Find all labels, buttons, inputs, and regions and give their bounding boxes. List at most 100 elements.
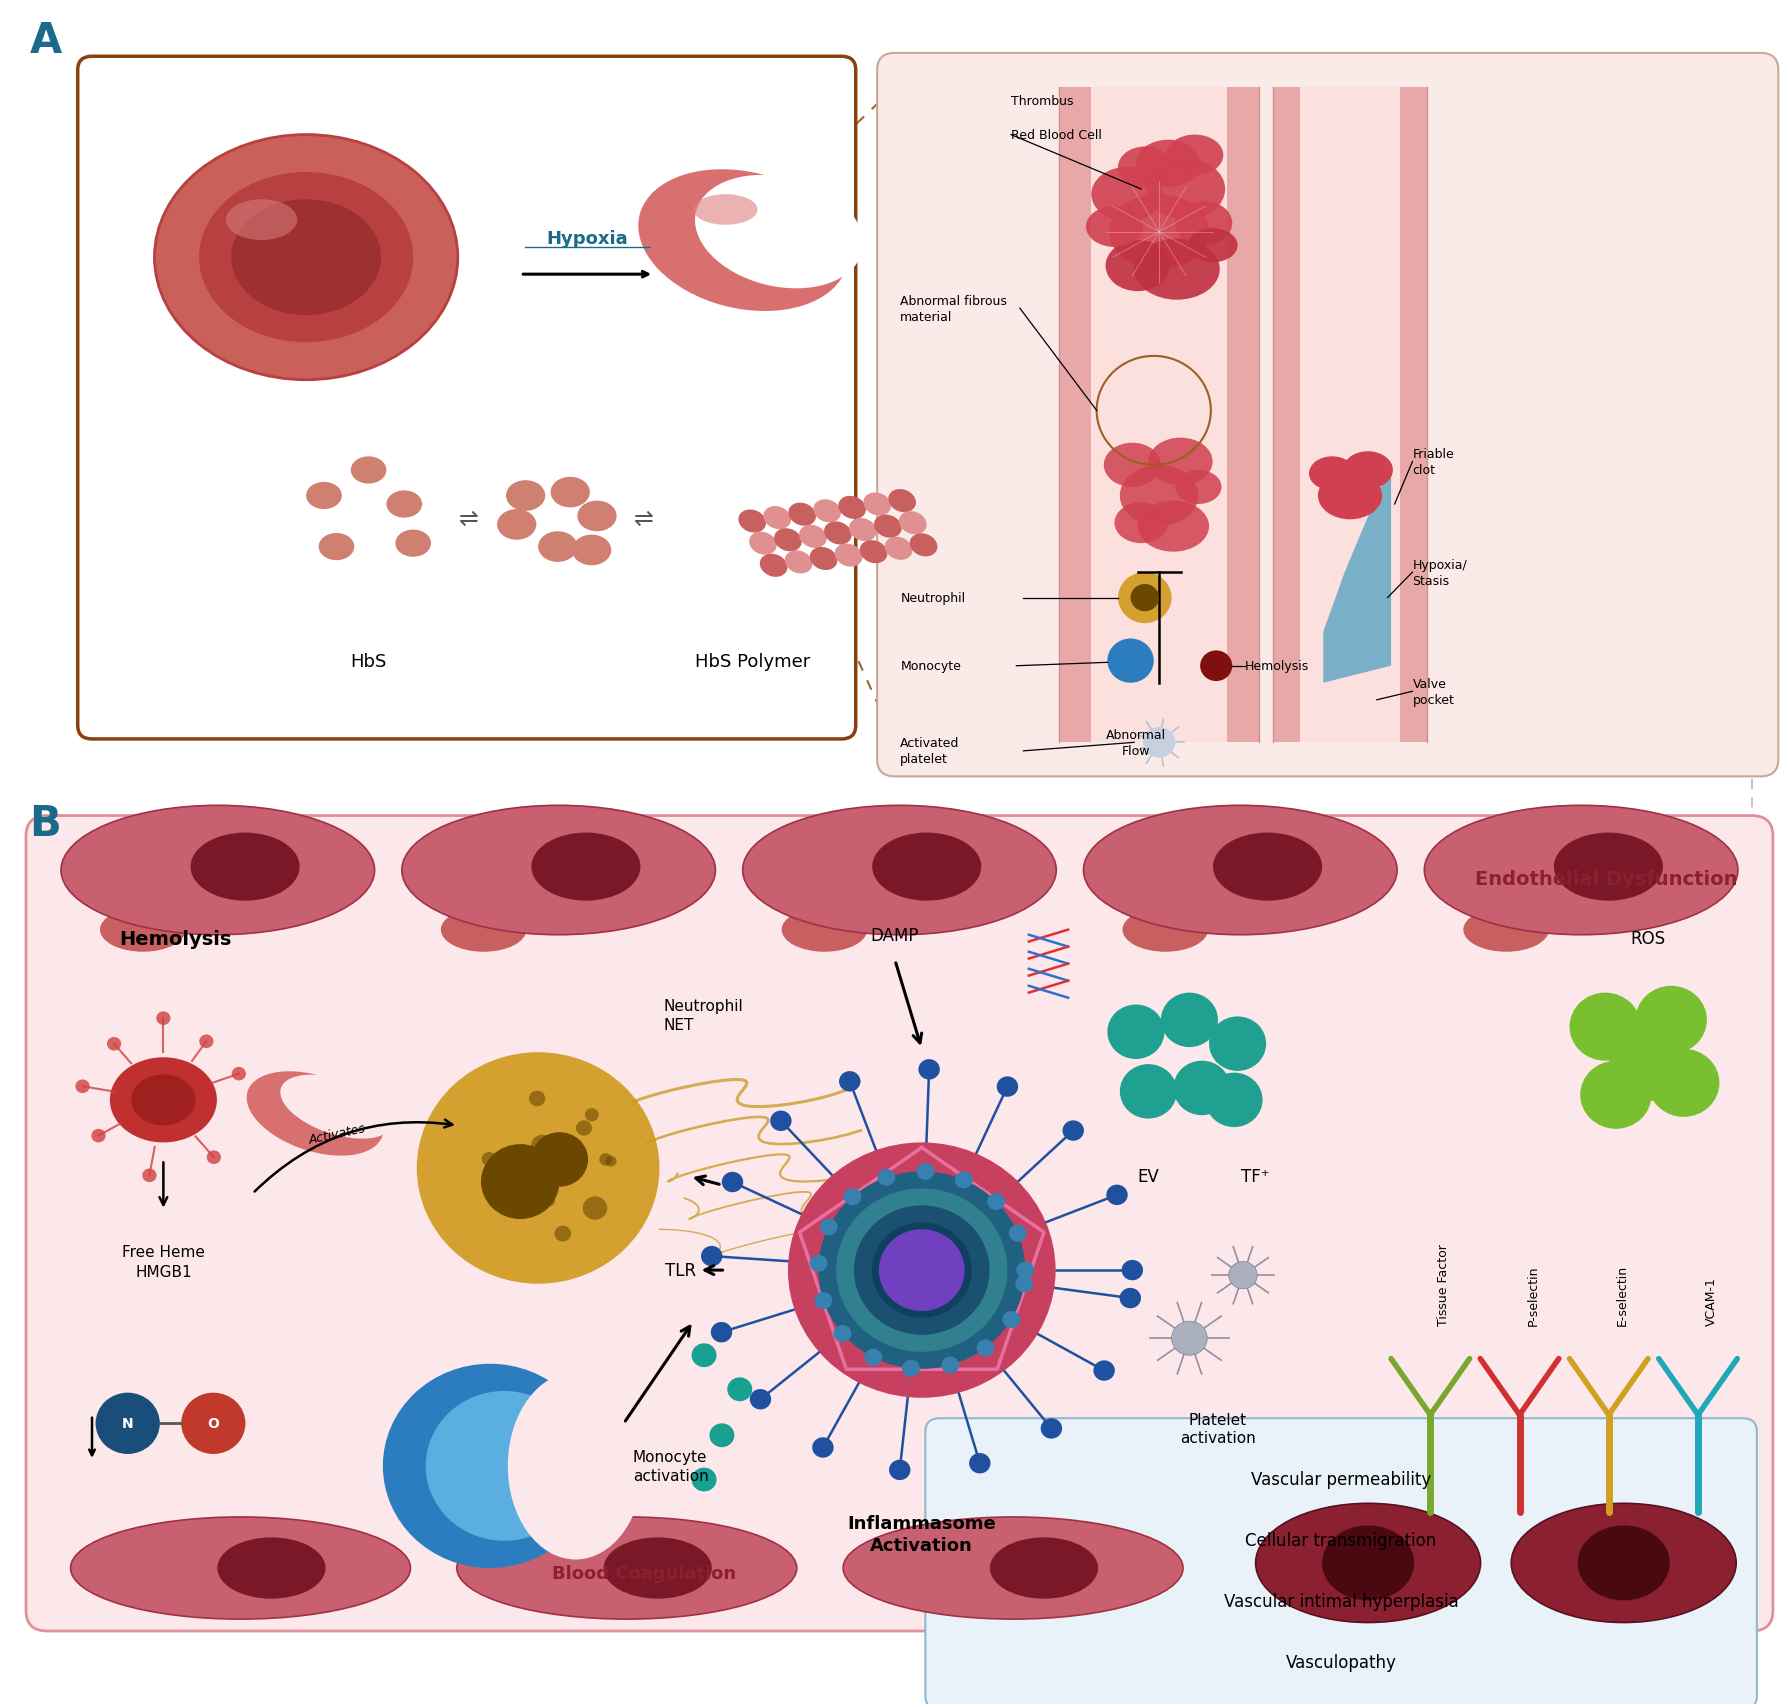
Circle shape xyxy=(1161,993,1217,1048)
Bar xyxy=(1059,87,1091,743)
Ellipse shape xyxy=(199,172,413,343)
Ellipse shape xyxy=(873,516,902,538)
Ellipse shape xyxy=(1175,471,1220,505)
Ellipse shape xyxy=(1342,452,1392,490)
Ellipse shape xyxy=(318,534,354,562)
Text: Free Heme
HMGB1: Free Heme HMGB1 xyxy=(122,1244,204,1279)
Text: Neutrophil
NET: Neutrophil NET xyxy=(662,999,742,1033)
Circle shape xyxy=(916,1162,934,1180)
Ellipse shape xyxy=(909,534,937,556)
Circle shape xyxy=(701,1246,723,1267)
Circle shape xyxy=(1635,987,1707,1055)
Ellipse shape xyxy=(1424,806,1737,935)
Ellipse shape xyxy=(862,493,891,516)
Ellipse shape xyxy=(603,1538,712,1599)
Circle shape xyxy=(231,1067,245,1081)
Circle shape xyxy=(834,1325,852,1342)
Text: Vascular intimal hyperplasia: Vascular intimal hyperplasia xyxy=(1224,1593,1458,1610)
Text: $\rightleftharpoons$: $\rightleftharpoons$ xyxy=(628,507,653,531)
Circle shape xyxy=(605,1156,615,1168)
Text: N: N xyxy=(122,1417,134,1430)
Bar xyxy=(1225,87,1258,743)
Circle shape xyxy=(555,1226,571,1241)
Ellipse shape xyxy=(1462,908,1547,953)
Ellipse shape xyxy=(812,500,841,522)
Circle shape xyxy=(996,1077,1018,1098)
Ellipse shape xyxy=(1147,159,1224,220)
Text: Cellular transmigration: Cellular transmigration xyxy=(1245,1531,1437,1550)
Ellipse shape xyxy=(225,200,297,241)
Ellipse shape xyxy=(639,171,848,312)
Ellipse shape xyxy=(784,551,812,574)
Bar xyxy=(1272,87,1299,743)
Circle shape xyxy=(1063,1121,1084,1140)
Ellipse shape xyxy=(1091,167,1163,222)
Circle shape xyxy=(1208,1017,1265,1072)
Ellipse shape xyxy=(508,1372,642,1560)
Ellipse shape xyxy=(1530,1557,1587,1588)
Ellipse shape xyxy=(782,908,868,953)
Circle shape xyxy=(556,1159,578,1181)
Circle shape xyxy=(1107,1005,1165,1060)
Text: Endothelial Dysfunction: Endothelial Dysfunction xyxy=(1474,869,1737,889)
Text: Abnormal
Flow: Abnormal Flow xyxy=(1106,729,1165,758)
Circle shape xyxy=(691,1468,716,1492)
Text: VCAM-1: VCAM-1 xyxy=(1705,1275,1717,1325)
Circle shape xyxy=(853,1205,989,1335)
Ellipse shape xyxy=(1308,457,1354,492)
Circle shape xyxy=(1107,638,1154,683)
Ellipse shape xyxy=(1576,1526,1669,1601)
Ellipse shape xyxy=(1510,1504,1735,1623)
Circle shape xyxy=(383,1364,598,1569)
Circle shape xyxy=(814,1292,832,1309)
Ellipse shape xyxy=(1120,466,1197,527)
FancyBboxPatch shape xyxy=(877,55,1776,777)
Text: Monocyte: Monocyte xyxy=(900,661,961,673)
Text: E-selectin: E-selectin xyxy=(1615,1263,1628,1325)
Text: Hypoxia/
Stasis: Hypoxia/ Stasis xyxy=(1412,558,1467,587)
Ellipse shape xyxy=(70,1518,410,1620)
Ellipse shape xyxy=(887,490,916,512)
Circle shape xyxy=(954,1171,971,1188)
Ellipse shape xyxy=(306,483,342,510)
Ellipse shape xyxy=(903,1560,968,1594)
Ellipse shape xyxy=(1134,239,1218,300)
Circle shape xyxy=(1118,1289,1140,1309)
Circle shape xyxy=(107,1038,122,1052)
Ellipse shape xyxy=(1186,229,1236,263)
Text: Activated
platelet: Activated platelet xyxy=(900,737,959,766)
Text: HbS Polymer: HbS Polymer xyxy=(694,652,809,671)
Circle shape xyxy=(75,1081,89,1094)
Text: Thrombus: Thrombus xyxy=(1011,96,1073,108)
Circle shape xyxy=(1569,993,1641,1062)
Circle shape xyxy=(902,1360,920,1378)
Circle shape xyxy=(1120,1065,1177,1118)
Ellipse shape xyxy=(1175,201,1231,246)
Circle shape xyxy=(1143,727,1175,758)
Ellipse shape xyxy=(692,195,757,225)
Ellipse shape xyxy=(109,1058,216,1142)
Text: Valve
pocket: Valve pocket xyxy=(1412,678,1453,707)
FancyBboxPatch shape xyxy=(925,1419,1757,1707)
Ellipse shape xyxy=(1109,195,1208,270)
Ellipse shape xyxy=(798,526,827,548)
Text: Blood Coagulation: Blood Coagulation xyxy=(551,1564,735,1582)
Ellipse shape xyxy=(989,1538,1097,1599)
Polygon shape xyxy=(1322,463,1390,683)
Circle shape xyxy=(1131,586,1159,611)
Circle shape xyxy=(1199,650,1231,681)
Ellipse shape xyxy=(578,502,615,533)
Ellipse shape xyxy=(551,478,590,509)
Circle shape xyxy=(877,1169,894,1186)
Circle shape xyxy=(1009,1226,1027,1243)
Ellipse shape xyxy=(1115,504,1168,545)
Circle shape xyxy=(141,1169,156,1183)
Circle shape xyxy=(708,1424,733,1448)
Text: O: O xyxy=(208,1417,220,1430)
Circle shape xyxy=(843,1188,861,1205)
Text: Hypoxia: Hypoxia xyxy=(546,230,628,248)
Ellipse shape xyxy=(1138,502,1208,553)
Circle shape xyxy=(977,1340,995,1357)
Circle shape xyxy=(1580,1062,1651,1128)
Circle shape xyxy=(583,1197,606,1221)
